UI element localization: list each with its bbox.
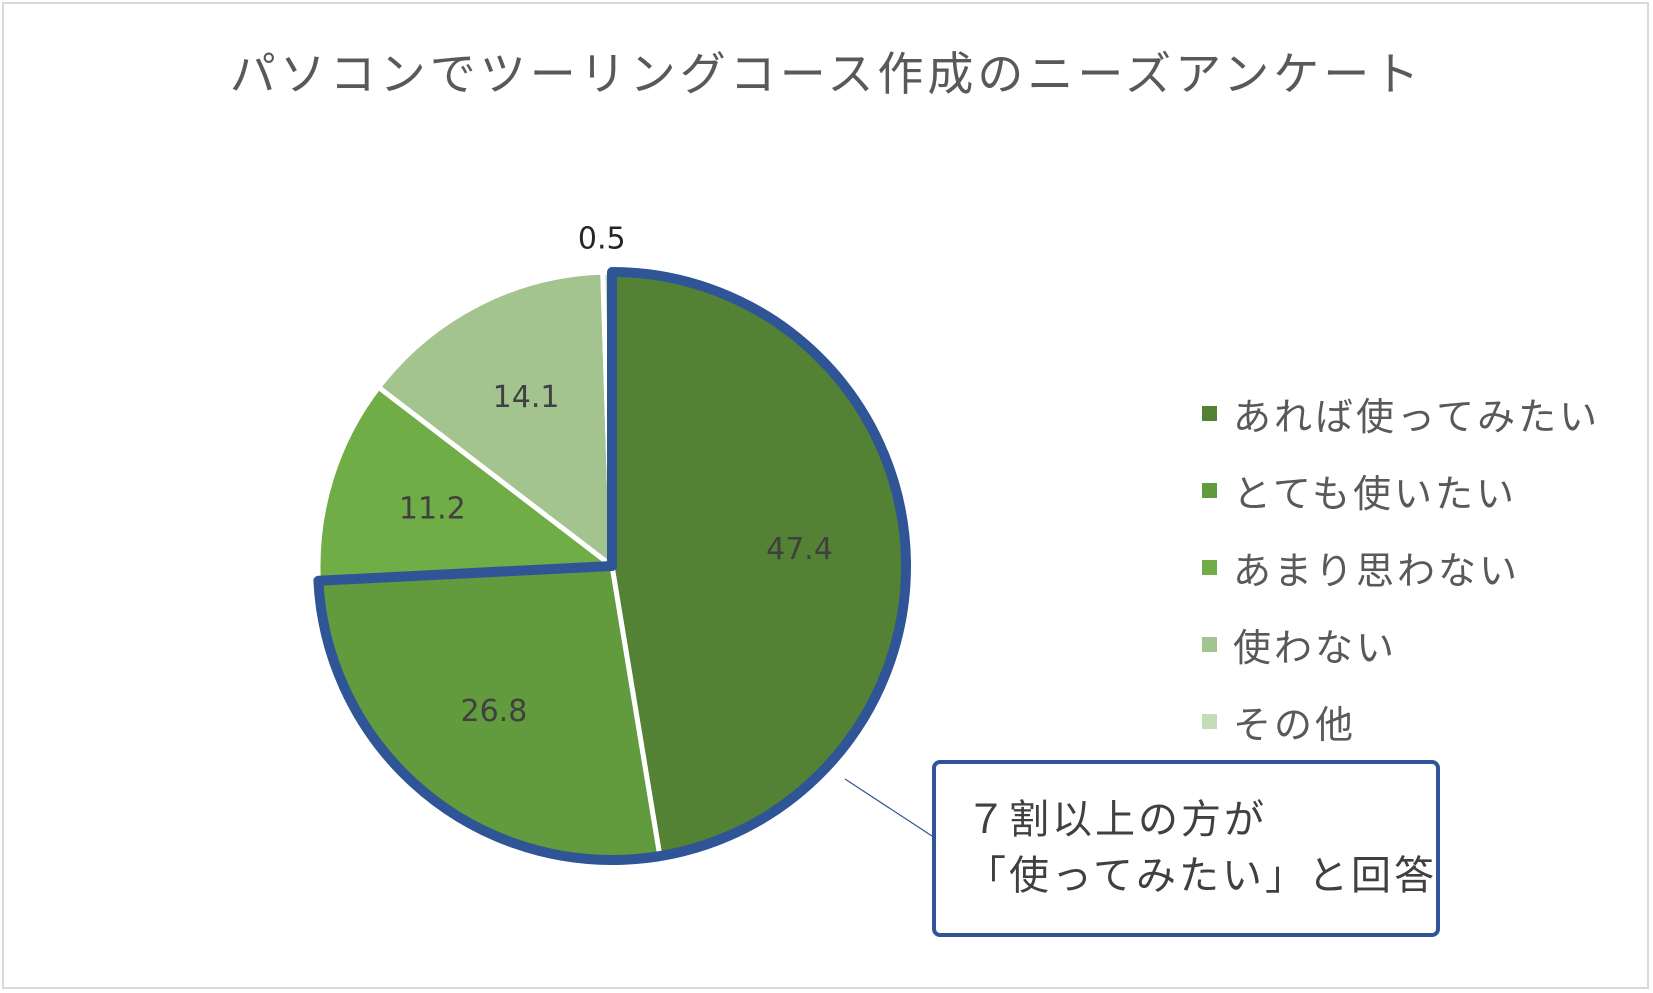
legend-label: 使わない [1233,626,1398,670]
legend-item: あまり思わない [1202,529,1642,606]
pie-slice [609,269,909,859]
callout-line-2: 「使ってみたい」と回答 [966,853,1437,899]
legend-label: あまり思わない [1233,549,1521,593]
legend-item: あれば使ってみたい [1202,375,1642,452]
legend-swatch [1202,714,1217,729]
callout-line-1: ７割以上の方が [966,797,1267,843]
pie-slices [315,269,909,863]
legend-label: あれば使ってみたい [1233,395,1601,439]
pie-slice [376,269,615,569]
legend-swatch [1202,637,1217,652]
data-labels: 47.4 26.8 11.2 14.1 0.5 [399,222,833,729]
data-label: 11.2 [399,492,466,527]
callout-box: ７割以上の方が 「使ってみたい」と回答 [932,760,1440,937]
legend: あれば使ってみたい とても使いたい あまり思わない 使わない その他 [1202,375,1642,760]
legend-item: その他 [1202,683,1642,760]
legend-label: その他 [1233,703,1357,747]
legend-swatch [1202,560,1217,575]
callout-leader-line [844,778,933,837]
legend-swatch [1202,406,1217,421]
data-label: 47.4 [766,532,833,567]
pie-slice [315,384,615,584]
data-label: 26.8 [460,694,527,729]
legend-label: とても使いたい [1233,472,1517,516]
chart-title: パソコンでツーリングコース作成のニーズアンケート [229,47,1424,101]
legend-swatch [1202,483,1217,498]
legend-item: とても使いたい [1202,452,1642,529]
data-label: 0.5 [578,222,626,257]
data-label: 14.1 [493,380,560,415]
highlight-outline [313,267,911,865]
legend-item: 使わない [1202,606,1642,683]
